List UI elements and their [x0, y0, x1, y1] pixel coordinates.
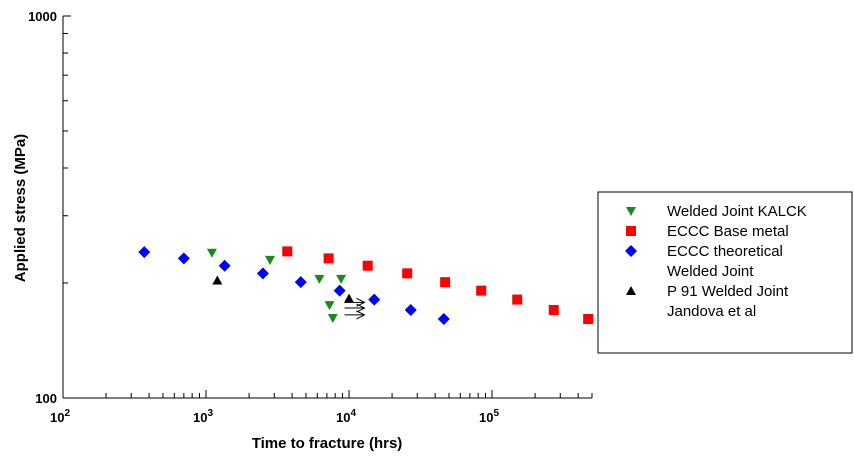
x-tick-label: 104 — [336, 408, 356, 425]
legend-label-series-3: ECCC theoretical Welded Joint — [667, 243, 783, 280]
data-point-series-2 — [548, 304, 559, 315]
data-point-series-2 — [282, 246, 293, 257]
data-point-series-1 — [314, 274, 325, 284]
y-tick-label: 1000 — [28, 9, 57, 24]
x-tick-label: 105 — [479, 408, 499, 425]
data-point-series-1 — [324, 301, 335, 311]
data-point-series-3 — [368, 293, 381, 306]
y-axis-title: Applied stress (MPa) — [12, 134, 29, 282]
data-point-series-2 — [583, 313, 594, 324]
data-point-series-1 — [327, 313, 338, 323]
data-point-series-2 — [402, 268, 413, 279]
data-point-series-2 — [476, 285, 487, 296]
data-point-series-3 — [437, 312, 450, 325]
data-point-series-3 — [294, 276, 307, 289]
data-point-series-3 — [333, 284, 346, 297]
legend-label-series-4: P 91 Welded Joint Jandova et al — [667, 283, 789, 320]
legend-marker-series-4 — [626, 286, 636, 295]
runout-arrow-head — [356, 310, 366, 320]
data-point-series-1 — [264, 255, 275, 265]
x-tick-label: 102 — [50, 408, 70, 425]
data-point-series-1 — [206, 248, 217, 258]
data-point-series-1 — [336, 274, 347, 284]
data-point-series-4 — [344, 293, 355, 303]
x-tick-label: 103 — [193, 408, 213, 425]
data-point-series-3 — [138, 246, 151, 259]
data-point-series-2 — [440, 277, 451, 288]
plot-area: 102 103 104 105 100 1000 — [28, 9, 594, 425]
data-point-series-4 — [212, 275, 223, 285]
runout-arrow-head — [356, 303, 366, 313]
data-point-series-2 — [512, 294, 523, 305]
data-point-series-3 — [177, 252, 190, 265]
data-point-series-3 — [256, 267, 269, 280]
legend-label-series-1: Welded Joint KALCK — [667, 203, 807, 220]
legend-marker-series-1 — [626, 207, 636, 216]
data-point-series-3 — [404, 303, 417, 316]
legend-marker-series-3 — [625, 245, 637, 257]
data-point-series-2 — [323, 253, 334, 264]
data-point-series-2 — [362, 260, 373, 271]
y-tick-label: 100 — [35, 391, 57, 406]
data-point-series-3 — [218, 259, 231, 272]
legend-label-series-2: ECCC Base metal — [667, 223, 789, 240]
legend-marker-series-2 — [626, 226, 636, 236]
x-axis-title: Time to fracture (hrs) — [252, 435, 403, 452]
legend: Welded Joint KALCK ECCC Base metal ECCC th… — [597, 191, 853, 354]
legend-box — [597, 191, 853, 354]
